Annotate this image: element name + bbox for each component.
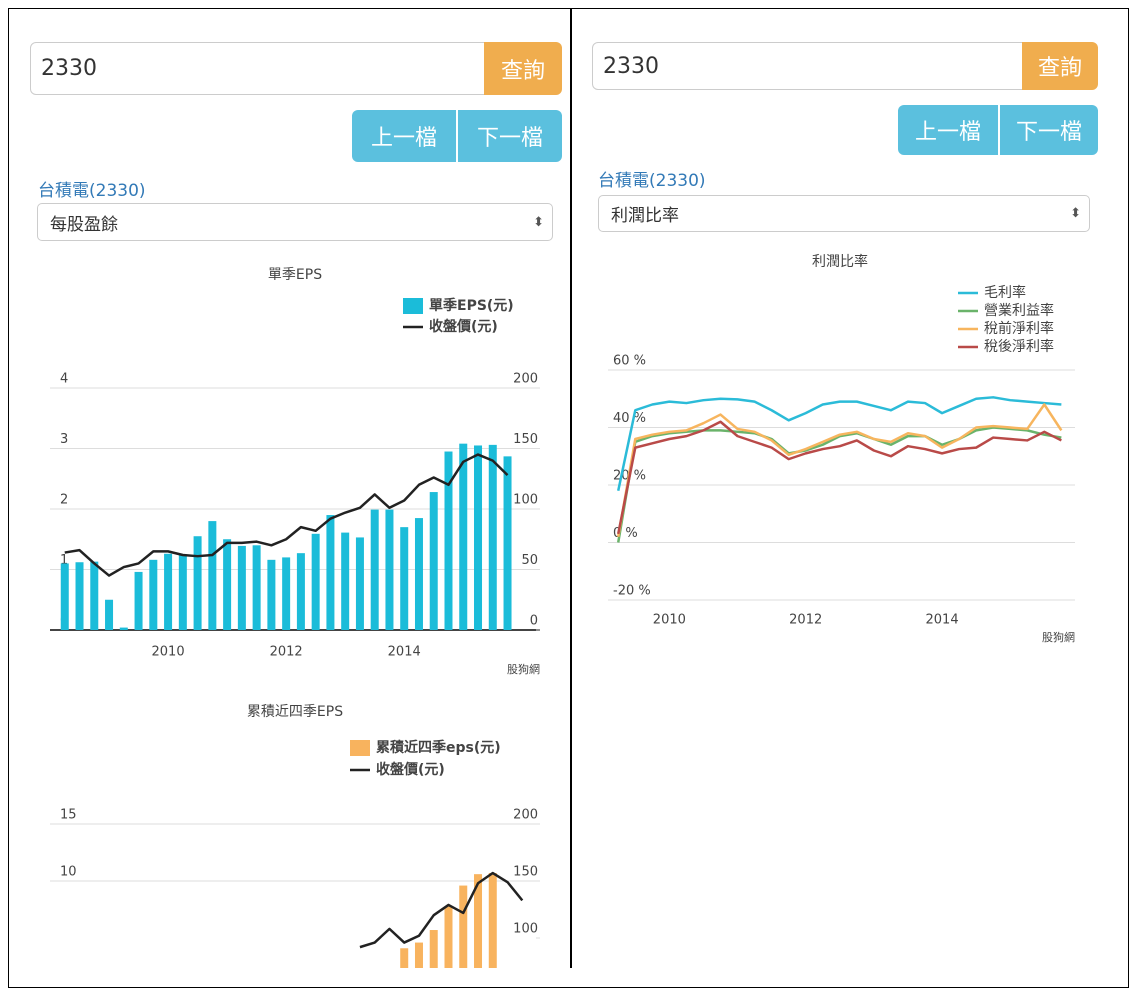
bar [400,948,409,968]
bar [178,554,187,630]
bar [134,571,143,630]
legend-label: 營業利益率 [984,302,1054,319]
metric-select[interactable]: 利潤比率 [598,195,1090,232]
x-tick-label: 2014 [388,645,421,660]
x-tick-label: 2010 [152,645,185,660]
credit: 股狗網 [507,662,540,676]
next-button[interactable]: 下一檔 [1000,105,1098,155]
bar [105,599,114,630]
chart-title: 累積近四季EPS [247,704,343,720]
search-button[interactable]: 查詢 [1022,42,1098,90]
bar [459,885,468,968]
legend-label: 收盤價(元) [376,761,445,778]
chart-title: 利潤比率 [812,253,868,270]
y-tick-label: 0 % [613,526,638,541]
y2-tick-label: 200 [513,372,538,387]
bar [414,518,423,630]
bar [488,873,497,968]
bar [164,553,173,630]
y2-tick-label: 150 [513,432,538,447]
stock-name[interactable]: 台積電(2330) [38,181,146,201]
y2-tick-label: 200 [513,808,538,823]
prev-button[interactable]: 上一檔 [352,110,456,162]
y-tick-label: 4 [60,372,68,387]
y-tick-label: 3 [60,432,68,447]
x-tick-label: 2014 [926,613,959,628]
bar [444,451,453,630]
chart-title: 單季EPS [268,267,322,283]
bar [429,492,438,630]
bar [311,533,320,630]
bar [90,561,99,630]
bar [488,444,497,630]
bar [267,559,276,630]
x-tick-label: 2012 [270,645,303,660]
divider [570,8,572,968]
y-tick-label: 1 [60,553,68,568]
x-tick-label: 2012 [789,613,822,628]
bar [341,532,350,630]
bar [223,539,232,630]
bar [75,562,84,630]
legend-label: 累積近四季eps(元) [376,739,501,756]
x-tick-label: 2010 [653,613,686,628]
y2-tick-label: 150 [513,865,538,880]
line [616,420,1062,535]
bar [444,906,453,968]
bar [193,536,202,630]
bar [252,545,261,630]
line [617,396,1062,492]
bar [355,537,364,630]
prev-button[interactable]: 上一檔 [898,105,998,155]
legend-label: 稅前淨利率 [984,320,1054,337]
legend-label: 毛利率 [984,284,1026,301]
next-button[interactable]: 下一檔 [458,110,562,162]
y2-tick-label: 100 [513,922,538,937]
bar [414,942,423,968]
line [616,426,1062,543]
y2-tick-label: 0 [530,614,538,629]
stock-name[interactable]: 台積電(2330) [598,171,706,191]
bar [385,509,394,630]
bar [503,456,512,630]
charts: 單季EPS股狗網01234050100150200201020122014單季E… [50,253,1075,968]
bar [237,545,246,630]
line [64,453,509,577]
bar [429,930,438,968]
y-tick-label: 40 % [613,411,646,426]
bar [282,557,291,630]
line [616,403,1063,537]
y-tick-label: 60 % [613,354,646,369]
bar [459,443,468,630]
bar [474,874,483,968]
bar [119,627,128,630]
legend-swatch [350,740,370,756]
legend-label: 稅後淨利率 [984,338,1054,355]
bar [400,527,409,630]
legend-swatch [403,298,423,314]
y2-tick-label: 100 [513,493,538,508]
y2-tick-label: 50 [521,553,538,568]
page: 2330 查詢 上一檔 下一檔 台積電(2330) 每股盈餘 2330 查詢 上… [0,0,1137,968]
y-tick-label: 10 [60,865,77,880]
bar [370,509,379,630]
bar [208,521,217,630]
y-tick-label: -20 % [613,584,651,599]
legend-label: 單季EPS(元) [429,297,514,314]
credit: 股狗網 [1042,630,1075,644]
y-tick-label: 15 [60,808,77,823]
metric-select[interactable]: 每股盈餘 [37,203,553,241]
bar [326,515,335,630]
y-tick-label: 2 [60,493,68,508]
bar [149,559,158,630]
bar [60,563,69,630]
line [359,871,524,949]
search-button[interactable]: 查詢 [484,42,562,95]
bar [296,553,305,630]
bar [474,445,483,630]
legend-label: 收盤價(元) [429,318,498,335]
